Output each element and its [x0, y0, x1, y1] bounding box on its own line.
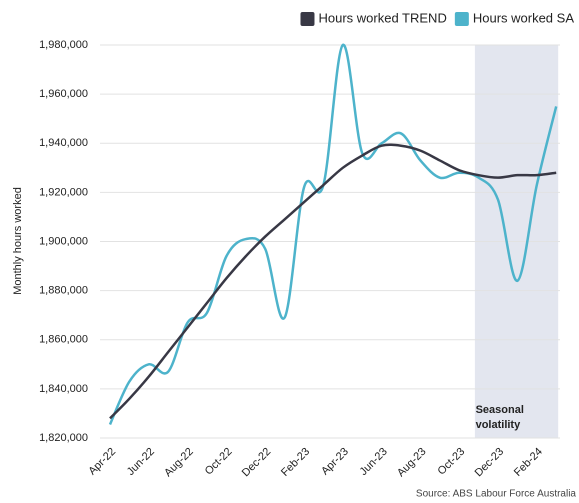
x-tick-label: Oct-22: [203, 446, 235, 478]
y-tick-label: 1,840,000: [39, 383, 88, 395]
legend-swatch: [454, 12, 469, 26]
x-tick-label: Aug-23: [395, 446, 429, 480]
legend-label: Hours worked SA: [473, 10, 574, 25]
y-tick-label: 1,820,000: [39, 432, 88, 444]
x-tick-label: Feb-24: [512, 446, 545, 479]
y-tick-label: 1,940,000: [39, 137, 88, 149]
y-tick-label: 1,960,000: [39, 88, 88, 100]
series-line: [108, 43, 558, 426]
x-tick-label: Jun-23: [358, 446, 390, 478]
y-tick-label: 1,860,000: [39, 334, 88, 346]
x-tick-label: Aug-22: [162, 446, 196, 480]
x-tick-label: Apr-23: [319, 446, 351, 478]
y-axis-label: Monthly hours worked: [12, 187, 24, 295]
y-tick-label: 1,980,000: [39, 39, 88, 51]
series-line: [109, 143, 557, 420]
y-tick-label: 1,920,000: [39, 186, 88, 198]
x-tick-label: Oct-23: [436, 446, 468, 478]
legend-label: Hours worked TREND: [318, 10, 446, 25]
x-tick-label: Apr-22: [86, 446, 118, 478]
legend-swatch: [300, 12, 315, 26]
x-tick-label: Jun-22: [125, 446, 157, 478]
annotation: Seasonal: [476, 404, 524, 416]
x-tick-label: Feb-23: [279, 446, 312, 479]
y-tick-label: 1,880,000: [39, 285, 88, 297]
y-tick-label: 1,900,000: [39, 235, 88, 247]
source: Source: ABS Labour Force Australia: [416, 489, 577, 500]
x-tick-label: Dec-22: [240, 446, 274, 480]
annotation: volatility: [476, 419, 522, 431]
x-tick-label: Dec-23: [473, 446, 507, 480]
